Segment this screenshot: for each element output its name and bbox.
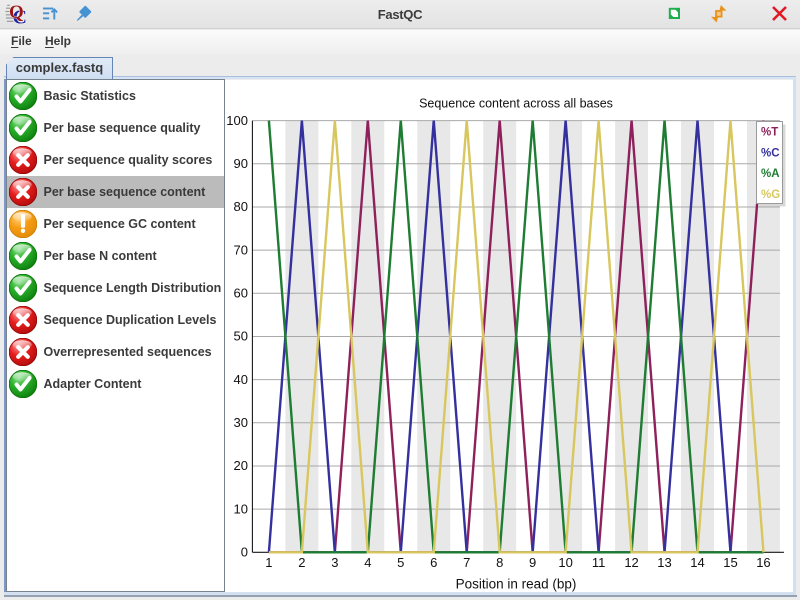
svg-text:Sequence content across all ba: Sequence content across all bases bbox=[419, 97, 613, 111]
svg-text:10: 10 bbox=[558, 555, 572, 570]
svg-text:Q: Q bbox=[9, 2, 24, 23]
svg-text:C: C bbox=[13, 7, 27, 29]
svg-text:%A: %A bbox=[761, 168, 780, 180]
svg-text:80: 80 bbox=[234, 199, 248, 214]
svg-text:60: 60 bbox=[234, 286, 248, 301]
svg-text:90: 90 bbox=[234, 156, 248, 171]
svg-text:0: 0 bbox=[241, 545, 248, 560]
svg-text:9: 9 bbox=[529, 555, 536, 570]
svg-text:8: 8 bbox=[496, 555, 503, 570]
svg-text:1: 1 bbox=[265, 555, 272, 570]
svg-text:%T: %T bbox=[761, 127, 778, 139]
svg-text:10: 10 bbox=[234, 501, 248, 516]
svg-text:2: 2 bbox=[298, 555, 305, 570]
svg-text:40: 40 bbox=[234, 372, 248, 387]
svg-text:7: 7 bbox=[463, 555, 470, 570]
svg-text:4: 4 bbox=[364, 555, 371, 570]
svg-text:50: 50 bbox=[234, 329, 248, 344]
svg-text:70: 70 bbox=[234, 242, 248, 257]
svg-text:11: 11 bbox=[592, 555, 606, 570]
svg-text:16: 16 bbox=[756, 555, 770, 570]
svg-text:%G: %G bbox=[761, 189, 780, 201]
svg-text:100: 100 bbox=[226, 113, 248, 128]
svg-text:Position in read (bp): Position in read (bp) bbox=[456, 577, 577, 592]
svg-text:3: 3 bbox=[331, 555, 338, 570]
svg-text:12: 12 bbox=[624, 555, 638, 570]
svg-text:14: 14 bbox=[690, 555, 704, 570]
svg-text:5: 5 bbox=[397, 555, 404, 570]
svg-text:6: 6 bbox=[430, 555, 437, 570]
svg-text:20: 20 bbox=[234, 458, 248, 473]
svg-text:15: 15 bbox=[723, 555, 737, 570]
svg-text:13: 13 bbox=[657, 555, 671, 570]
svg-text:%C: %C bbox=[761, 147, 780, 159]
svg-text:30: 30 bbox=[234, 415, 248, 430]
